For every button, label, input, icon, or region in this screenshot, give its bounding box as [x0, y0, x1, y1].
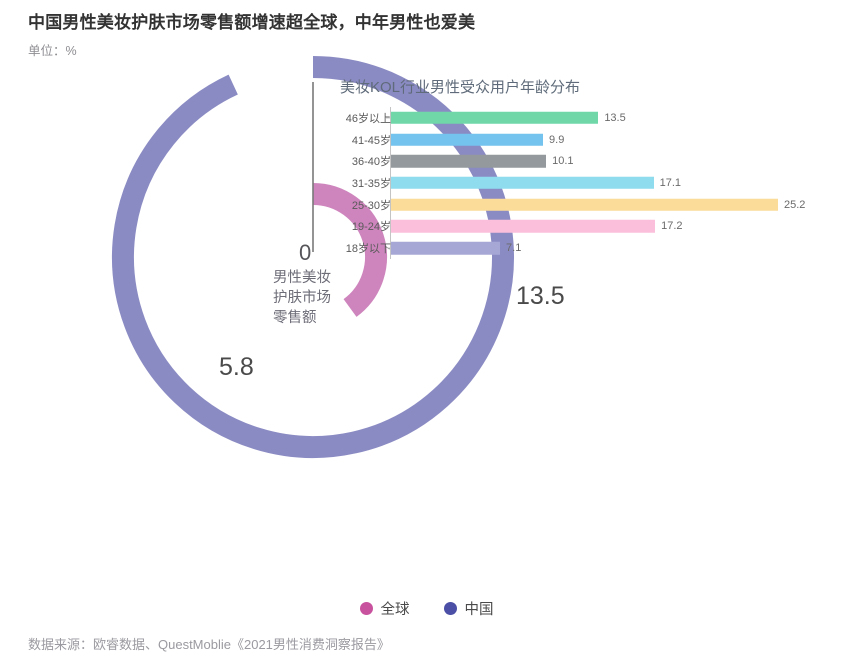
bar-rect[interactable] [391, 220, 656, 233]
page-title: 中国男性美妆护肤市场零售额增速超全球，中年男性也爱美 [28, 13, 476, 32]
gauge-center-line-3: 零售额 [273, 310, 317, 326]
gauge-arc-inner-global [312, 183, 387, 317]
legend-label: 全球 [380, 602, 410, 618]
bar-chart-title: 美妆KOL行业男性受众用户年龄分布 [340, 79, 581, 96]
bar-rect[interactable] [391, 111, 599, 125]
bar-rect[interactable] [391, 176, 654, 190]
gauge-center-line-2: 护肤市场 [273, 290, 331, 306]
bar-chart-row: 31-35岁 17.1 [318, 172, 853, 194]
legend: 全球 中国 [0, 598, 853, 619]
bar-category-label: 31-35岁 [351, 177, 391, 190]
bar-value-label: 25.2 [784, 198, 806, 211]
bar-value-label: 17.1 [659, 176, 682, 189]
bar-chart-axis-line [390, 107, 391, 259]
bar-chart-row: 18岁以下 7.1 [318, 237, 853, 259]
legend-item[interactable]: 全球 [359, 598, 410, 619]
bar-chart-row: 19-24岁 17.2 [318, 216, 853, 238]
bar-value-label: 10.1 [552, 155, 574, 168]
bar-axis-tick [386, 225, 390, 227]
legend-label: 中国 [464, 602, 494, 618]
bar-rect[interactable] [391, 133, 544, 146]
legend-swatch-icon [359, 602, 373, 615]
unit-label: 单位：% [28, 44, 77, 58]
bar-chart-panel: 美妆KOL行业男性受众用户年龄分布 46岁以上 13.5 41-45岁 9.9 36-4… [318, 76, 853, 266]
source-note: 数据来源：欧睿数据、QuestMoblie《2021男性消费洞察报告》 [28, 637, 390, 652]
bar-category-label: 25-30岁 [351, 199, 391, 212]
bar-axis-tick [386, 182, 390, 184]
bar-category-label: 19-24岁 [351, 221, 391, 234]
legend-item[interactable]: 中国 [443, 598, 494, 619]
legend-swatch-icon [443, 602, 457, 615]
bar-category-label: 46岁以上 [345, 112, 391, 125]
bar-value-label: 13.5 [604, 111, 626, 124]
bar-chart-row: 41-45岁 9.9 [318, 129, 853, 151]
bar-rect[interactable] [391, 241, 501, 255]
gauge-outer-value-label: 13.5 [516, 282, 565, 310]
gauge-zero-label: 0 [299, 240, 312, 265]
bar-axis-tick [386, 247, 390, 249]
bar-axis-tick [386, 117, 390, 119]
bar-chart-row: 25-30岁 25.2 [318, 194, 853, 216]
gauge-center-line-1: 男性美妆 [273, 270, 331, 286]
bar-category-label: 18岁以下 [345, 243, 391, 256]
bar-value-label: 17.2 [661, 220, 683, 233]
bar-rect[interactable] [391, 198, 778, 211]
bar-axis-tick [386, 204, 390, 206]
bar-chart-row: 36-40岁 10.1 [318, 150, 853, 172]
bar-value-label: 7.1 [506, 242, 522, 255]
gauge-inner-value-label: 5.8 [219, 353, 254, 381]
bar-value-label: 9.9 [549, 133, 565, 146]
bar-category-label: 36-40岁 [351, 156, 391, 169]
bar-rect[interactable] [391, 155, 547, 168]
bar-axis-tick [386, 160, 390, 162]
bar-axis-tick [386, 139, 390, 141]
bar-chart-row: 46岁以上 13.5 [318, 107, 853, 129]
bar-chart-plot: 46岁以上 13.5 41-45岁 9.9 36-40岁 10.1 31-35岁 17.1 25… [318, 107, 853, 259]
bar-category-label: 41-45岁 [351, 134, 391, 147]
gauge-center-label: 男性美妆 护肤市场 零售额 [273, 268, 363, 328]
